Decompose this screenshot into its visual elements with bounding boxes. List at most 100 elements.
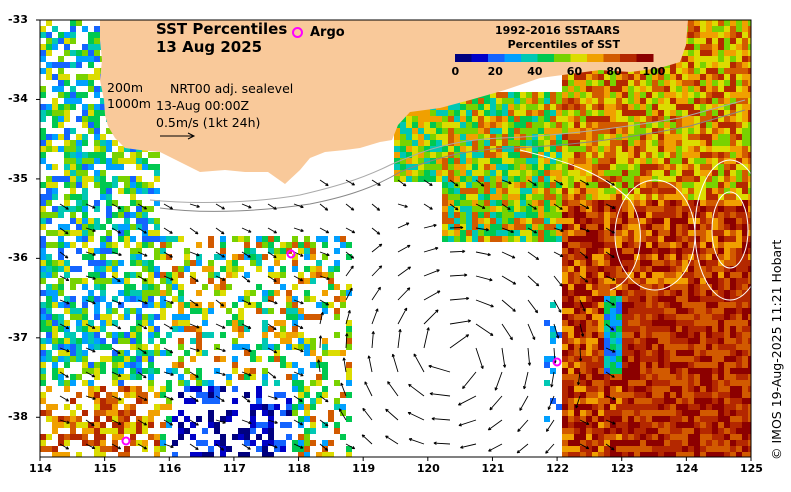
- current-arrow: [397, 329, 402, 349]
- current-arrow: [59, 275, 70, 282]
- sealevel-contours: [519, 149, 751, 301]
- current-arrow: [59, 323, 70, 330]
- current-arrow: [163, 299, 174, 304]
- current-arrow: [475, 203, 486, 209]
- current-arrow: [407, 411, 425, 421]
- current-arrow: [605, 275, 616, 281]
- current-arrow: [85, 251, 96, 256]
- current-arrow: [475, 251, 491, 257]
- legend-tick: 20: [487, 65, 503, 78]
- current-arrow: [317, 359, 321, 373]
- legend-title-line1: 1992-2016 SSTAARS: [494, 24, 620, 37]
- current-arrow: [111, 395, 122, 401]
- current-arrow: [605, 251, 615, 259]
- current-arrow: [215, 419, 226, 424]
- current-arrow: [475, 323, 494, 336]
- current-arrow: [293, 347, 304, 353]
- current-arrow: [501, 251, 516, 259]
- current-arrow: [371, 179, 381, 186]
- current-arrow: [111, 443, 122, 450]
- current-arrow: [428, 364, 451, 373]
- y-tick-label: -37: [8, 330, 28, 344]
- current-arrow: [397, 179, 407, 187]
- current-arrow: [163, 347, 174, 354]
- scale-arrow-head: [187, 132, 196, 140]
- argo-ring-icon: [292, 27, 303, 38]
- current-arrow: [605, 323, 615, 331]
- current-arrow: [267, 395, 278, 400]
- current-arrow: [59, 347, 70, 353]
- current-arrow: [85, 227, 96, 232]
- legend-title: 1992-2016 SSTAARS Percentiles of SST: [470, 24, 620, 52]
- current-arrow: [189, 203, 200, 208]
- current-arrow: [462, 371, 477, 390]
- current-arrow: [215, 203, 225, 210]
- current-arrow: [85, 203, 96, 209]
- argo-float[interactable]: [286, 249, 296, 259]
- current-arrow: [501, 275, 517, 285]
- current-arrow: [553, 323, 560, 339]
- current-arrow: [163, 323, 174, 330]
- current-arrow: [371, 243, 383, 253]
- current-arrow: [338, 408, 347, 421]
- current-arrow: [605, 419, 616, 425]
- current-vectors: [59, 179, 616, 454]
- current-arrow: [137, 203, 148, 210]
- current-arrow: [137, 371, 147, 379]
- axis-ticks: [36, 19, 752, 461]
- current-arrow: [433, 441, 451, 445]
- current-arrow: [293, 371, 304, 377]
- legend-tick: 80: [606, 65, 622, 78]
- current-arrow: [85, 371, 96, 378]
- current-arrow: [163, 395, 174, 401]
- current-arrow: [189, 323, 200, 329]
- current-arrow: [553, 179, 564, 186]
- contour-200m: [149, 99, 746, 203]
- argo-legend: Argo: [292, 25, 345, 40]
- current-arrow: [367, 355, 373, 373]
- current-arrow: [345, 443, 356, 450]
- current-arrow: [111, 275, 121, 283]
- current-arrow: [605, 203, 616, 209]
- current-arrow: [501, 203, 511, 211]
- current-arrow: [293, 227, 304, 232]
- info-block: NRT00 adj. sealevel 13-Aug 00:00Z 0.5m/s…: [156, 80, 293, 131]
- current-arrow: [85, 299, 96, 305]
- argo-float[interactable]: [121, 436, 131, 446]
- colorbar-segment: [455, 54, 472, 62]
- current-arrow: [408, 438, 425, 445]
- colorbar-segment: [603, 54, 621, 62]
- current-arrow: [59, 371, 69, 378]
- current-arrow: [431, 417, 451, 421]
- colorbar-segment: [488, 54, 505, 62]
- current-arrow: [137, 443, 148, 450]
- colorbar-segment: [570, 54, 588, 62]
- x-tick-label: 114: [29, 462, 52, 475]
- x-tick-label: 118: [287, 462, 311, 475]
- current-arrow: [345, 203, 355, 211]
- current-arrow: [241, 323, 252, 329]
- current-arrow: [605, 371, 615, 378]
- current-arrow: [319, 251, 330, 257]
- current-arrow: [475, 299, 494, 308]
- current-arrow: [579, 443, 590, 450]
- current-arrow: [215, 251, 225, 258]
- info-time: 13-Aug 00:00Z: [156, 98, 250, 113]
- current-arrow: [189, 227, 199, 235]
- current-arrow: [516, 443, 529, 454]
- argo-label: Argo: [310, 25, 345, 40]
- current-arrow: [449, 179, 459, 187]
- current-arrow: [345, 251, 355, 259]
- current-arrow: [137, 227, 147, 234]
- current-arrow: [371, 308, 379, 325]
- current-arrow: [267, 419, 278, 424]
- argo-float[interactable]: [552, 357, 562, 367]
- current-arrow: [501, 323, 513, 341]
- current-arrow: [215, 371, 226, 376]
- x-tick-label: 122: [546, 462, 570, 475]
- current-arrow: [345, 333, 349, 349]
- current-arrow: [137, 347, 147, 354]
- current-arrow: [319, 203, 329, 211]
- x-tick-label: 125: [740, 462, 763, 475]
- current-arrow: [371, 286, 381, 301]
